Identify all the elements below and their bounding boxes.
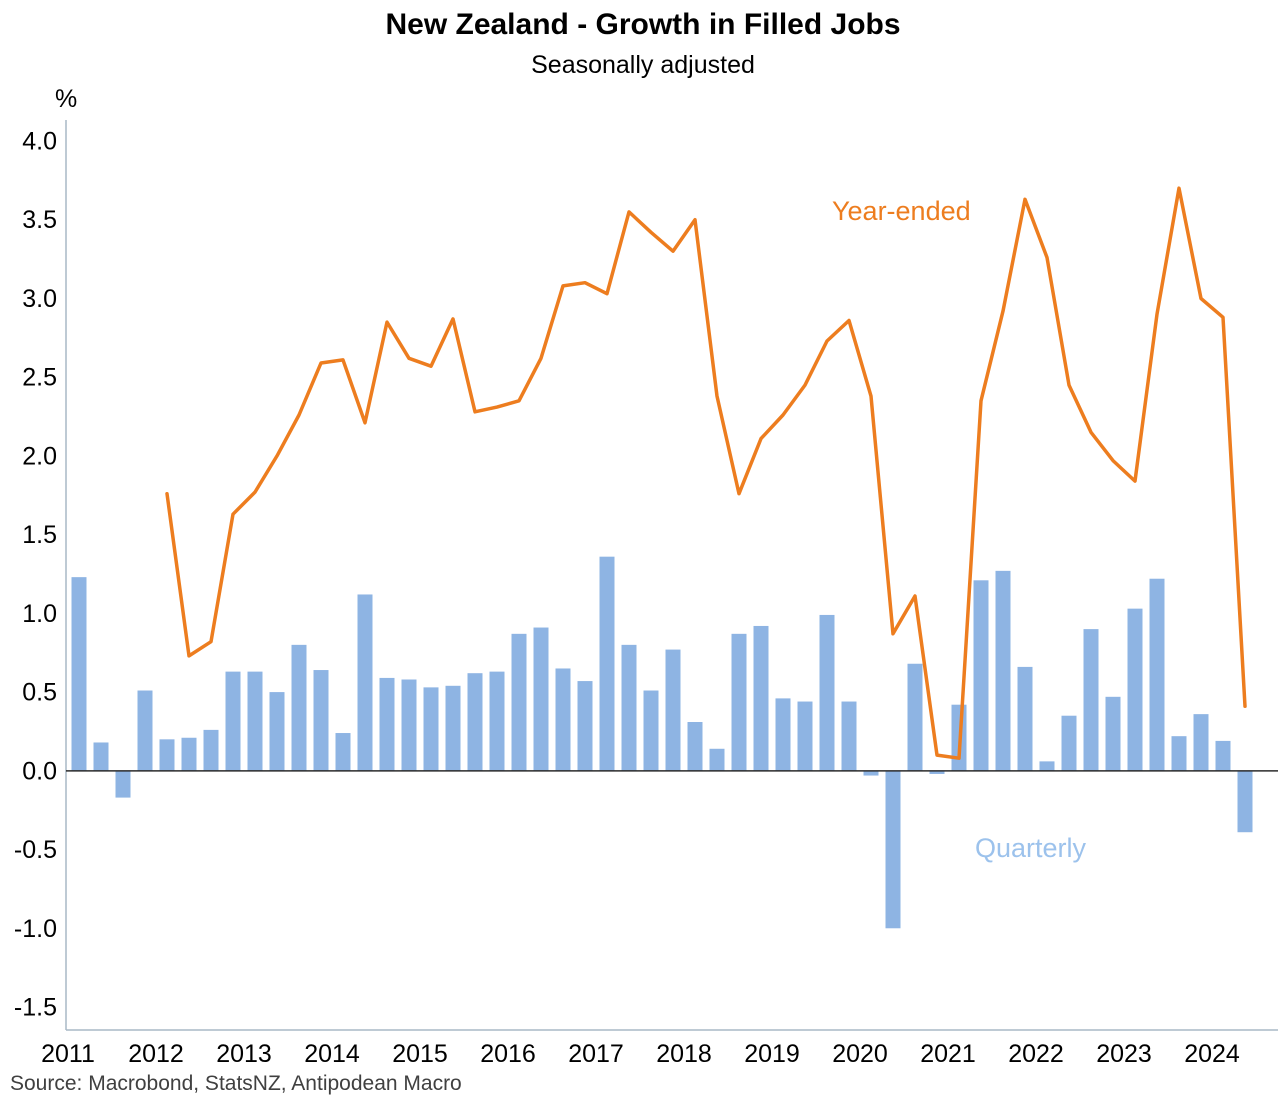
quarterly-bar — [687, 722, 703, 771]
y-tick-label: -1.0 — [14, 915, 57, 943]
quarterly-bar — [93, 742, 109, 771]
source-note: Source: Macrobond, StatsNZ, Antipodean M… — [10, 1072, 462, 1095]
quarterly-bar — [1127, 608, 1143, 771]
quarterly-bar — [797, 701, 813, 771]
quarterly-bar — [907, 663, 923, 771]
quarterly-bar — [555, 668, 571, 771]
y-tick-label: 1.5 — [22, 521, 57, 549]
quarterly-bar — [1171, 736, 1187, 771]
quarterly-bar — [1215, 740, 1231, 771]
quarterly-bar — [1061, 715, 1077, 771]
quarterly-bar — [159, 739, 175, 771]
quarterly-bar — [621, 644, 637, 771]
x-tick-label: 2015 — [392, 1040, 448, 1068]
quarterly-bar — [313, 670, 329, 771]
quarterly-bar — [291, 644, 307, 771]
quarterly-bar — [973, 580, 989, 771]
chart-subtitle: Seasonally adjusted — [531, 51, 755, 79]
quarterly-bar — [995, 570, 1011, 771]
x-tick-label: 2023 — [1096, 1040, 1152, 1068]
x-tick-label: 2011 — [41, 1040, 95, 1068]
quarterly-bar — [489, 671, 505, 771]
y-tick-label: 0.5 — [22, 679, 57, 707]
quarterly-bar — [247, 671, 263, 771]
chart-title: New Zealand - Growth in Filled Jobs — [385, 8, 901, 41]
year-ended-line — [165, 186, 1247, 760]
quarterly-bar — [819, 614, 835, 771]
quarterly-bar — [181, 737, 197, 771]
quarterly-bar — [863, 770, 879, 776]
quarterly-bar — [709, 748, 725, 771]
quarterly-bar — [225, 671, 241, 771]
x-tick-label: 2016 — [480, 1040, 536, 1068]
x-tick-label: 2013 — [216, 1040, 272, 1068]
quarterly-bar — [511, 633, 527, 771]
x-tick-label: 2012 — [128, 1040, 184, 1068]
y-tick-label: 0.0 — [22, 757, 57, 785]
y-tick-label: 2.5 — [22, 364, 57, 392]
x-tick-label: 2014 — [304, 1040, 360, 1068]
quarterly-bar — [467, 673, 483, 771]
quarterly-bar — [599, 556, 615, 771]
y-axis-unit-label: % — [55, 85, 78, 113]
bar-series-label: Quarterly — [975, 833, 1087, 863]
quarterly-bar — [335, 733, 351, 771]
quarterly-bar — [71, 577, 87, 771]
quarterly-bar — [1237, 770, 1253, 833]
quarterly-bar — [269, 692, 285, 771]
y-tick-label: 2.0 — [22, 442, 57, 470]
y-tick-label: -0.5 — [14, 836, 57, 864]
y-tick-label: 3.5 — [22, 206, 57, 234]
quarterly-bar — [643, 690, 659, 771]
quarterly-bar — [1039, 761, 1055, 771]
x-tick-label: 2024 — [1184, 1040, 1240, 1068]
y-tick-label: 3.0 — [22, 285, 57, 313]
x-tick-label: 2021 — [920, 1040, 976, 1068]
quarterly-bar — [731, 633, 747, 771]
x-tick-label: 2022 — [1008, 1040, 1064, 1068]
x-tick-label: 2020 — [832, 1040, 888, 1068]
quarterly-bars-series — [71, 556, 1253, 929]
quarterly-bar — [1149, 578, 1165, 771]
quarterly-bar — [1017, 666, 1033, 771]
quarterly-bar — [577, 681, 593, 771]
x-tick-label: 2018 — [656, 1040, 712, 1068]
line-series-label: Year-ended — [832, 196, 971, 226]
quarterly-bar — [115, 770, 131, 798]
quarterly-bar — [357, 594, 373, 771]
quarterly-bar — [445, 685, 461, 771]
quarterly-bar — [1105, 696, 1121, 771]
quarterly-bar — [137, 690, 153, 771]
y-tick-label: -1.5 — [14, 994, 57, 1022]
quarterly-bar — [379, 677, 395, 771]
quarterly-bar — [423, 687, 439, 771]
quarterly-bar — [885, 770, 901, 929]
quarterly-bar — [929, 770, 945, 774]
quarterly-bar — [203, 729, 219, 771]
y-tick-label: 1.0 — [22, 600, 57, 628]
quarterly-bar — [1083, 629, 1099, 771]
quarterly-bar — [753, 625, 769, 771]
quarterly-bar — [401, 679, 417, 771]
x-tick-label: 2019 — [744, 1040, 800, 1068]
quarterly-bar — [775, 698, 791, 771]
axis-layer: 4.0 3.5 3.0 2.5 2.0 1.5 1.0 0.5 0.0 -0.5 -1.0 -1.5 2… — [14, 120, 1278, 1068]
quarterly-bar — [1193, 714, 1209, 771]
x-tick-label: 2017 — [568, 1040, 624, 1068]
quarterly-bar — [841, 701, 857, 771]
y-tick-label: 4.0 — [22, 128, 57, 156]
quarterly-bar — [665, 649, 681, 771]
quarterly-bar — [533, 627, 549, 771]
